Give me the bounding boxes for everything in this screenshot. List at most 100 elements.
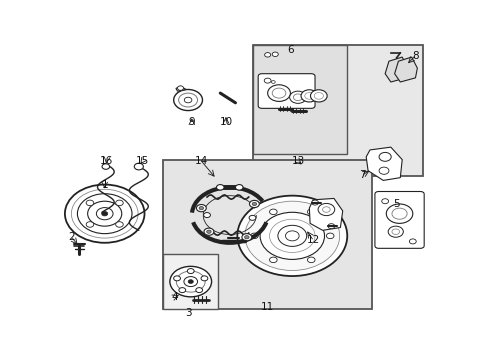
Circle shape [169, 266, 211, 297]
Circle shape [177, 86, 183, 90]
Circle shape [322, 207, 329, 212]
Circle shape [267, 85, 290, 102]
Circle shape [199, 207, 203, 210]
Circle shape [250, 233, 258, 239]
Circle shape [269, 219, 314, 252]
Bar [252, 45, 346, 154]
Circle shape [293, 94, 302, 100]
FancyBboxPatch shape [258, 74, 314, 108]
Circle shape [134, 163, 143, 170]
Circle shape [188, 280, 193, 284]
Circle shape [264, 53, 270, 57]
Circle shape [183, 276, 197, 287]
Circle shape [196, 204, 206, 212]
Circle shape [96, 208, 113, 220]
Text: 7: 7 [358, 170, 365, 180]
Bar [163, 159, 371, 309]
Polygon shape [366, 147, 401, 180]
Circle shape [71, 189, 138, 238]
Circle shape [391, 208, 407, 219]
Circle shape [310, 90, 326, 102]
Circle shape [378, 152, 390, 161]
Polygon shape [176, 86, 186, 91]
Circle shape [216, 185, 224, 190]
Circle shape [173, 90, 202, 111]
Text: 2: 2 [68, 232, 75, 242]
Circle shape [237, 196, 346, 276]
Circle shape [178, 93, 197, 107]
Text: 6: 6 [286, 45, 293, 55]
Circle shape [272, 88, 285, 98]
Circle shape [307, 257, 314, 263]
Circle shape [285, 231, 299, 241]
Circle shape [242, 234, 251, 241]
Circle shape [317, 203, 334, 216]
Circle shape [289, 91, 305, 103]
Circle shape [206, 230, 211, 233]
Circle shape [391, 229, 399, 234]
Text: 13: 13 [291, 156, 304, 166]
Circle shape [184, 97, 191, 103]
Circle shape [203, 228, 213, 235]
Circle shape [179, 288, 185, 293]
Bar [252, 45, 422, 176]
Circle shape [102, 211, 107, 216]
Text: 12: 12 [306, 235, 319, 245]
Text: 15: 15 [136, 156, 149, 166]
Circle shape [378, 167, 388, 174]
Text: 11: 11 [261, 302, 274, 312]
Circle shape [86, 200, 94, 206]
Circle shape [244, 201, 339, 270]
Circle shape [314, 93, 323, 99]
Polygon shape [394, 57, 417, 82]
Circle shape [304, 93, 313, 99]
Circle shape [264, 78, 270, 83]
Circle shape [387, 226, 403, 237]
Circle shape [277, 225, 306, 246]
Text: 9: 9 [188, 117, 195, 127]
Circle shape [201, 276, 207, 281]
Text: 3: 3 [184, 308, 191, 318]
Circle shape [408, 239, 415, 244]
Circle shape [272, 52, 278, 57]
Text: 4: 4 [171, 292, 178, 302]
Circle shape [301, 90, 317, 102]
Circle shape [269, 257, 277, 263]
Circle shape [187, 269, 194, 274]
Circle shape [86, 222, 94, 227]
Circle shape [203, 212, 210, 217]
Circle shape [386, 204, 412, 223]
FancyBboxPatch shape [374, 192, 423, 248]
Circle shape [269, 209, 277, 215]
Circle shape [252, 202, 256, 206]
Text: 14: 14 [194, 156, 207, 166]
Polygon shape [385, 57, 407, 82]
Circle shape [195, 288, 202, 293]
Circle shape [235, 185, 243, 190]
Circle shape [307, 209, 314, 215]
Polygon shape [309, 198, 342, 230]
Text: 8: 8 [411, 51, 418, 61]
Circle shape [173, 276, 180, 281]
Circle shape [271, 81, 275, 84]
Text: 10: 10 [219, 117, 232, 127]
Circle shape [65, 185, 144, 243]
Circle shape [176, 271, 205, 292]
Circle shape [248, 215, 255, 220]
Text: 1: 1 [101, 180, 108, 190]
Circle shape [102, 164, 109, 169]
Text: 16: 16 [100, 156, 113, 166]
Circle shape [87, 201, 122, 226]
Circle shape [325, 233, 333, 239]
Circle shape [244, 235, 248, 239]
Circle shape [77, 194, 132, 234]
Circle shape [249, 201, 259, 208]
Circle shape [381, 199, 388, 204]
Circle shape [260, 212, 324, 260]
Bar [163, 254, 218, 309]
Circle shape [327, 224, 334, 229]
Circle shape [116, 222, 123, 227]
Text: 5: 5 [392, 199, 399, 209]
Circle shape [116, 200, 123, 206]
Circle shape [311, 200, 318, 205]
